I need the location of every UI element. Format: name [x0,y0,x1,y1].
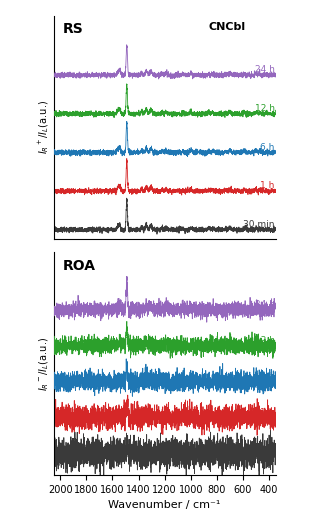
Text: 30 min: 30 min [243,220,275,229]
Text: 24 h: 24 h [255,65,275,74]
Y-axis label: $I_R{}^-/I_L$(a.u.): $I_R{}^-/I_L$(a.u.) [37,337,51,390]
Text: 30 min: 30 min [243,444,275,453]
Text: 12 h: 12 h [255,336,275,345]
Text: CNCbl: CNCbl [209,22,246,32]
Text: 6 h: 6 h [260,372,275,381]
Text: ROA: ROA [62,259,96,272]
Y-axis label: $I_R{}^+/I_L$(a.u.): $I_R{}^+/I_L$(a.u.) [36,100,51,154]
Text: 1 h: 1 h [260,181,275,190]
Text: 1 h: 1 h [260,408,275,417]
X-axis label: Wavenumber / cm⁻¹: Wavenumber / cm⁻¹ [109,500,221,511]
Text: 6 h: 6 h [260,143,275,151]
Text: 12 h: 12 h [255,104,275,113]
Text: RS: RS [62,22,83,37]
Text: 24 h: 24 h [255,300,275,309]
